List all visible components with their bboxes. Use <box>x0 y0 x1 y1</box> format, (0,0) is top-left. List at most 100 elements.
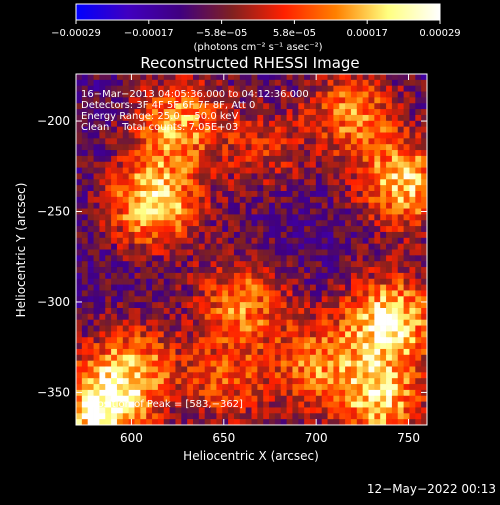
heatmap-cell <box>216 296 223 303</box>
heatmap-cell <box>105 150 112 157</box>
heatmap-cell <box>146 302 153 309</box>
heatmap-cell <box>280 214 287 221</box>
heatmap-cell <box>409 243 416 250</box>
heatmap-cell <box>298 185 305 192</box>
heatmap-cell <box>187 384 194 391</box>
heatmap-cell <box>99 337 106 344</box>
heatmap-cell <box>310 372 317 379</box>
heatmap-cell <box>105 179 112 186</box>
heatmap-cell <box>269 419 276 426</box>
heatmap-cell <box>251 348 258 356</box>
heatmap-cell <box>163 372 170 379</box>
heatmap-cell <box>222 208 229 215</box>
heatmap-cell <box>403 120 410 128</box>
heatmap-cell <box>152 173 159 180</box>
heatmap-cell <box>116 343 124 350</box>
heatmap-cell <box>251 132 258 139</box>
heatmap-cell <box>134 313 141 321</box>
heatmap-cell <box>269 243 276 250</box>
heatmap-cell <box>257 395 264 402</box>
heatmap-cell <box>210 138 217 145</box>
heatmap-cell <box>140 191 147 198</box>
heatmap-cell <box>327 138 334 145</box>
heatmap-cell <box>222 231 229 239</box>
heatmap-cell <box>327 120 334 128</box>
heatmap-cell <box>175 91 182 98</box>
heatmap-cell <box>169 208 176 215</box>
heatmap-cell <box>403 155 410 163</box>
heatmap-cell <box>257 185 264 192</box>
heatmap-cell <box>140 202 147 209</box>
heatmap-cell <box>187 191 194 198</box>
heatmap-cell <box>339 167 346 174</box>
heatmap-cell <box>128 261 135 268</box>
heatmap-cell <box>175 191 182 198</box>
heatmap-cell <box>128 378 135 385</box>
heatmap-cell <box>87 144 94 151</box>
heatmap-cell <box>274 308 282 315</box>
heatmap-cell <box>152 237 159 245</box>
heatmap-cell <box>397 91 404 98</box>
heatmap-cell <box>93 319 100 326</box>
heatmap-cell <box>128 144 135 151</box>
heatmap-cell <box>111 372 118 379</box>
heatmap-cell <box>333 196 340 204</box>
heatmap-cell <box>245 144 252 151</box>
heatmap-cell <box>134 308 141 315</box>
heatmap-cell <box>81 167 89 174</box>
heatmap-cell <box>374 401 381 408</box>
heatmap-cell <box>362 191 369 198</box>
heatmap-cell <box>327 167 334 174</box>
heatmap-cell <box>397 407 404 414</box>
heatmap-cell <box>298 255 305 262</box>
heatmap-cell <box>292 109 299 116</box>
heatmap-cell <box>193 407 200 414</box>
heatmap-cell <box>233 331 241 338</box>
heatmap-cell <box>345 220 352 227</box>
heatmap-cell <box>292 114 299 122</box>
heatmap-cell <box>116 97 124 104</box>
heatmap-cell <box>245 150 252 157</box>
heatmap-cell <box>233 185 241 192</box>
heatmap-cell <box>374 120 381 128</box>
heatmap-cell <box>157 413 165 420</box>
heatmap-cell <box>286 255 293 262</box>
heatmap-cell <box>391 214 399 221</box>
heatmap-cell <box>263 79 270 87</box>
heatmap-cell <box>111 237 118 245</box>
heatmap-cell <box>193 278 200 285</box>
heatmap-cell <box>421 173 428 180</box>
heatmap-cell <box>251 284 258 291</box>
heatmap-cell <box>134 155 141 163</box>
heatmap-cell <box>157 97 165 104</box>
heatmap-cell <box>175 185 182 192</box>
heatmap-cell <box>181 325 188 332</box>
heatmap-cell <box>310 103 317 110</box>
heatmap-cell <box>345 103 352 110</box>
heatmap-cell <box>286 348 293 356</box>
heatmap-cell <box>122 126 130 133</box>
heatmap-cell <box>134 261 141 268</box>
heatmap-cell <box>87 348 94 356</box>
heatmap-cell <box>391 220 399 227</box>
heatmap-cell <box>333 401 340 408</box>
heatmap-cell <box>239 255 247 262</box>
heatmap-cell <box>87 354 94 362</box>
heatmap-cell <box>198 126 206 133</box>
heatmap-cell <box>263 389 270 397</box>
heatmap-cell <box>292 331 299 338</box>
heatmap-cell <box>204 407 211 414</box>
heatmap-cell <box>198 401 206 408</box>
heatmap-cell <box>274 290 282 297</box>
heatmap-cell <box>105 354 112 362</box>
heatmap-cell <box>298 208 305 215</box>
heatmap-cell <box>140 97 147 104</box>
heatmap-cell <box>198 308 206 315</box>
heatmap-cell <box>321 313 328 321</box>
heatmap-cell <box>175 132 182 139</box>
heatmap-cell <box>315 214 323 221</box>
heatmap-cell <box>421 191 428 198</box>
heatmap-cell <box>380 243 387 250</box>
heatmap-cell <box>298 120 305 128</box>
heatmap-cell <box>403 278 410 285</box>
